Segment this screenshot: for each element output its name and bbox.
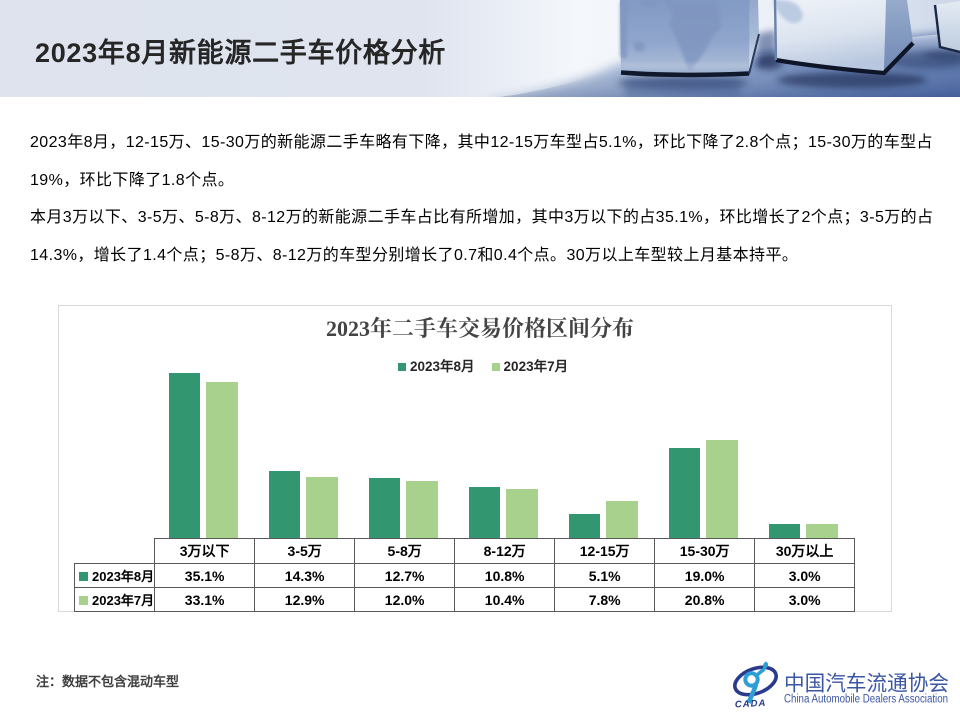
svg-text:CADA: CADA bbox=[735, 698, 767, 711]
svg-text:中国汽车流通协会: 中国汽车流通协会 bbox=[784, 673, 949, 696]
svg-text:China Automobile Dealers Assoc: China Automobile Dealers Association bbox=[784, 694, 948, 706]
